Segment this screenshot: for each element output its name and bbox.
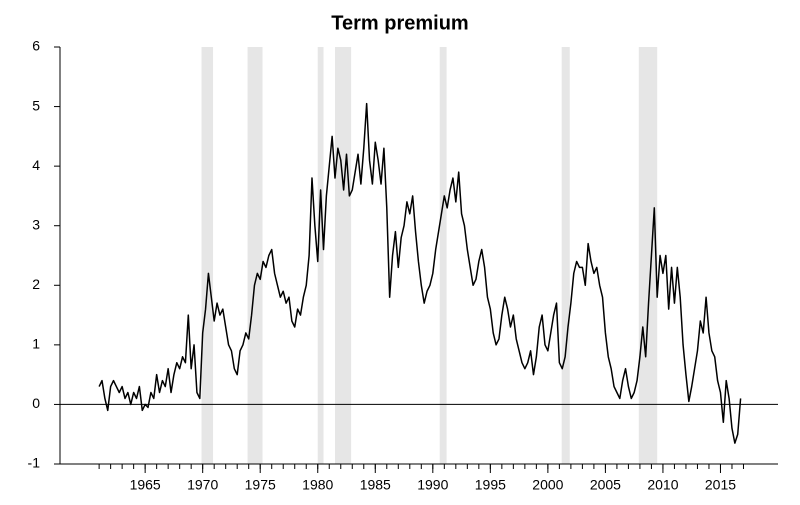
term-premium-line	[98, 102, 742, 444]
recession-band	[247, 47, 263, 464]
x-tick-label: 1995	[475, 477, 506, 493]
y-tick-label: 5	[32, 97, 40, 113]
x-tick-label: 1990	[417, 477, 448, 493]
recession-band	[439, 47, 447, 464]
y-tick-label: -1	[28, 455, 41, 471]
y-tick-label: 2	[32, 276, 40, 292]
x-tick-label: 2000	[532, 477, 563, 493]
recession-band	[335, 47, 352, 464]
y-tick-label: 6	[32, 38, 40, 54]
x-tick-label: 1965	[130, 477, 161, 493]
x-tick-label: 1970	[187, 477, 218, 493]
y-tick-label: 4	[32, 157, 40, 173]
recession-band	[201, 47, 214, 464]
x-tick-label: 2015	[705, 477, 736, 493]
x-tick-label: 1980	[302, 477, 333, 493]
x-tick-label: 1985	[360, 477, 391, 493]
recession-band	[317, 47, 324, 464]
x-tick-label: 2005	[590, 477, 621, 493]
y-tick-label: 1	[32, 336, 40, 352]
y-tick-label: 3	[32, 216, 40, 232]
recession-band	[638, 47, 658, 464]
chart-title: Term premium	[331, 12, 468, 34]
y-tick-label: 0	[32, 395, 40, 411]
recession-band	[561, 47, 570, 464]
x-tick-label: 2010	[647, 477, 678, 493]
x-tick-label: 1975	[245, 477, 276, 493]
